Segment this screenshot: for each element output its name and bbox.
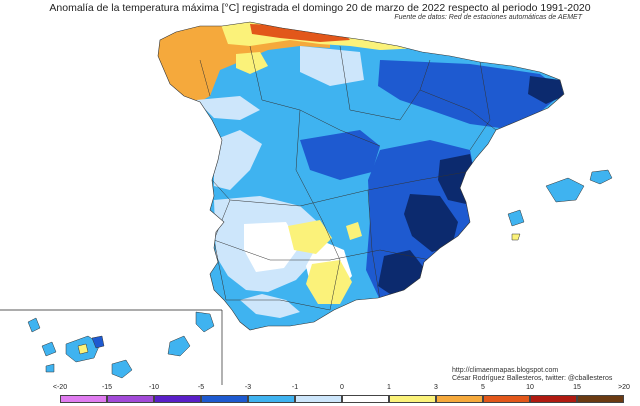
legend-tick-label: -15 xyxy=(101,384,113,391)
legend-bin xyxy=(60,395,107,403)
legend-bin xyxy=(342,395,389,403)
credit-url: http://climaenmapas.blogspot.com xyxy=(452,367,559,374)
balearic-islands xyxy=(507,169,613,241)
legend-bin xyxy=(577,395,624,403)
legend-tick-label: -1 xyxy=(291,384,299,391)
legend-tick-label: 10 xyxy=(526,384,534,391)
legend-bin xyxy=(530,395,577,403)
legend-bin xyxy=(483,395,530,403)
legend-bin xyxy=(436,395,483,403)
legend-bin xyxy=(248,395,295,403)
color-legend: <-20 -15 -10 -5 -3 -1 0 1 3 5 10 15 >20 xyxy=(53,382,630,406)
legend-bin xyxy=(295,395,342,403)
legend-tick-label: >20 xyxy=(618,384,630,391)
legend-tick-label: -10 xyxy=(148,384,160,391)
legend-tick-label: 15 xyxy=(573,384,581,391)
legend-tick-label: -3 xyxy=(244,384,252,391)
legend-bin xyxy=(201,395,248,403)
data-source-note: Fuente de datos: Red de estaciones autom… xyxy=(394,14,582,21)
legend-tick-label: 3 xyxy=(434,384,438,391)
peninsula-field xyxy=(158,22,564,330)
legend-bin xyxy=(107,395,154,403)
legend-tick-label: 5 xyxy=(481,384,485,391)
canary-inset xyxy=(0,309,223,385)
legend-bin xyxy=(154,395,201,403)
credit-author: César Rodríguez Ballesteros, twitter: @c… xyxy=(452,375,613,382)
map-title: Anomalía de la temperatura máxima [°C] r… xyxy=(49,2,591,14)
legend-tick-label: <-20 xyxy=(52,384,68,391)
legend-bin xyxy=(389,395,436,403)
legend-tick-label: -5 xyxy=(197,384,205,391)
legend-tick-label: 1 xyxy=(387,384,391,391)
legend-tick-label: 0 xyxy=(340,384,344,391)
coastline xyxy=(157,21,565,331)
